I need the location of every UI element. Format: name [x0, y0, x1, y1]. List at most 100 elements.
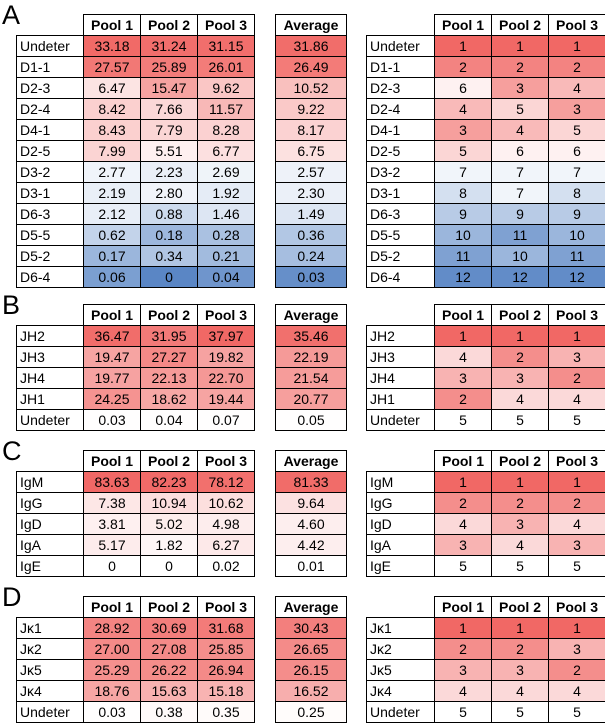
pool-header: Pool 3 — [198, 451, 255, 472]
average-cell: 0.01 — [276, 556, 347, 577]
rank-cell: 10 — [492, 246, 549, 267]
value-cell: 0 — [84, 556, 141, 577]
table-row: 31.86 — [276, 36, 347, 57]
row-label: D3-2 — [367, 162, 435, 183]
value-cell: 7.79 — [141, 120, 198, 141]
rank-cell: 4 — [492, 535, 549, 556]
value-cell: 2.19 — [84, 183, 141, 204]
value-cell: 0.28 — [198, 225, 255, 246]
value-cell: 7.99 — [84, 141, 141, 162]
table-row: 2.57 — [276, 162, 347, 183]
table-row: 8.17 — [276, 120, 347, 141]
rank-cell: 2 — [435, 639, 492, 660]
row-label: Undeter — [367, 702, 435, 723]
value-cell: 15.63 — [141, 681, 198, 702]
table-row: 35.46 — [276, 326, 347, 347]
row-label: Undeter — [367, 36, 435, 57]
row-label: Undeter — [17, 410, 84, 431]
value-cell: 83.63 — [84, 472, 141, 493]
table-row: 21.54 — [276, 368, 347, 389]
value-cell: 30.69 — [141, 618, 198, 639]
average-cell: 1.49 — [276, 204, 347, 225]
value-cell: 22.13 — [141, 368, 198, 389]
rank-cell: 10 — [435, 225, 492, 246]
row-label: D1-1 — [367, 57, 435, 78]
value-cell: 2.23 — [141, 162, 198, 183]
rank-cell: 2 — [549, 368, 605, 389]
value-cell: 1.92 — [198, 183, 255, 204]
corner-cell — [367, 15, 435, 36]
average-cell: 26.65 — [276, 639, 347, 660]
row-label: JH2 — [17, 326, 84, 347]
average-cell: 0.05 — [276, 410, 347, 431]
table-row: 0.03 — [276, 267, 347, 288]
average-cell: 0.24 — [276, 246, 347, 267]
row-label: D5-2 — [367, 246, 435, 267]
rank-cell: 2 — [549, 660, 605, 681]
table-row: 1.49 — [276, 204, 347, 225]
rank-cell: 11 — [492, 225, 549, 246]
value-cell: 5.17 — [84, 535, 141, 556]
value-cell: 0.17 — [84, 246, 141, 267]
value-cell: 5.02 — [141, 514, 198, 535]
row-label: Undeter — [17, 36, 84, 57]
rank-cell: 5 — [492, 702, 549, 723]
value-cell: 0.38 — [141, 702, 198, 723]
table-row: 30.43 — [276, 618, 347, 639]
row-label: D3-2 — [17, 162, 84, 183]
value-cell: 6.27 — [198, 535, 255, 556]
average-cell: 0.03 — [276, 267, 347, 288]
rank-cell: 5 — [492, 410, 549, 431]
rank-cell: 3 — [549, 639, 605, 660]
row-label: IgE — [367, 556, 435, 577]
rank-cell: 9 — [435, 204, 492, 225]
rank-cell: 5 — [492, 99, 549, 120]
value-cell: 22.70 — [198, 368, 255, 389]
row-label: Jκ4 — [367, 681, 435, 702]
rank-cell: 3 — [549, 347, 605, 368]
pool-header: Pool 1 — [84, 305, 141, 326]
value-cell: 0.04 — [141, 410, 198, 431]
value-cell: 18.76 — [84, 681, 141, 702]
rank-cell: 4 — [435, 681, 492, 702]
row-label: IgD — [17, 514, 84, 535]
rank-cell: 5 — [492, 556, 549, 577]
rank-cell: 9 — [492, 204, 549, 225]
table-row: 2.30 — [276, 183, 347, 204]
table-row: 16.52 — [276, 681, 347, 702]
value-cell: 0.34 — [141, 246, 198, 267]
rank-cell: 1 — [549, 472, 605, 493]
rank-cell: 3 — [492, 514, 549, 535]
rank-cell: 2 — [435, 57, 492, 78]
value-cell: 11.57 — [198, 99, 255, 120]
value-cell: 2.77 — [84, 162, 141, 183]
value-cell: 0.18 — [141, 225, 198, 246]
value-cell: 1.82 — [141, 535, 198, 556]
average-cell: 9.22 — [276, 99, 347, 120]
row-label: JH1 — [367, 389, 435, 410]
corner-cell — [17, 451, 84, 472]
pool-header: Pool 2 — [141, 305, 198, 326]
value-cell: 10.62 — [198, 493, 255, 514]
rank-cell: 5 — [549, 120, 605, 141]
value-cell: 15.18 — [198, 681, 255, 702]
rank-cell: 1 — [549, 36, 605, 57]
row-label: Jκ5 — [17, 660, 84, 681]
row-label: IgM — [367, 472, 435, 493]
average-cell: 31.86 — [276, 36, 347, 57]
